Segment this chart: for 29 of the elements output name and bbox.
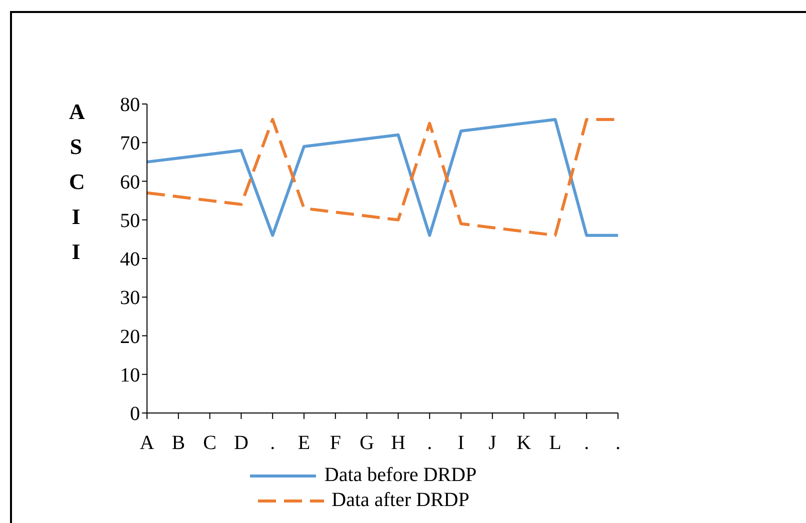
y-axis-title: ASCII xyxy=(69,98,85,266)
y-tick-label: 20 xyxy=(120,326,140,348)
x-tick-label: . xyxy=(270,432,276,454)
x-tick-label: H xyxy=(390,432,406,454)
x-tick-label: F xyxy=(330,432,341,454)
y-tick-label: 10 xyxy=(120,364,140,386)
x-tick-label: . xyxy=(584,432,590,454)
x-tick-label: K xyxy=(516,432,532,454)
y-tick-label: 50 xyxy=(120,210,140,232)
y-tick-label: 0 xyxy=(130,403,140,426)
x-tick-label: C xyxy=(203,432,216,454)
x-tick-label: B xyxy=(172,432,186,454)
y-tick-label: 30 xyxy=(120,287,140,310)
legend-label: Data before DRDP xyxy=(324,464,477,487)
x-tick-label: . xyxy=(616,432,620,454)
y-tick-label: 70 xyxy=(120,132,140,155)
y-tick-label: 60 xyxy=(120,171,140,194)
y-tick-label: 40 xyxy=(120,248,140,271)
x-tick-label: G xyxy=(360,432,374,454)
y-tick-label: 80 xyxy=(120,94,140,116)
x-tick-label: J xyxy=(488,432,496,454)
x-tick-label: D xyxy=(234,432,248,454)
x-tick-label: L xyxy=(549,432,562,454)
x-tick-label: . xyxy=(427,432,432,454)
line-series xyxy=(146,118,620,237)
x-tick-label: A xyxy=(140,432,155,454)
legend-label: Data after DRDP xyxy=(332,489,470,512)
x-tick-label: I xyxy=(458,432,464,454)
x-tick-label: E xyxy=(298,432,310,454)
